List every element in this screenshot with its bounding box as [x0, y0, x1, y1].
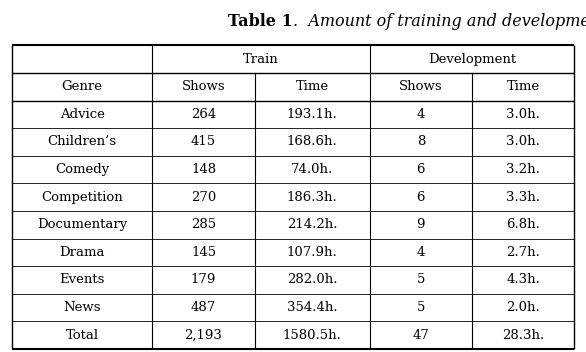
Text: Development: Development	[428, 53, 516, 65]
Text: 9: 9	[417, 218, 425, 231]
Text: Train: Train	[243, 53, 279, 65]
Text: 282.0h.: 282.0h.	[287, 274, 338, 287]
Text: 28.3h.: 28.3h.	[502, 329, 544, 341]
Text: 487: 487	[191, 301, 216, 314]
Text: Shows: Shows	[182, 80, 225, 93]
Text: Documentary: Documentary	[37, 218, 127, 231]
Text: 354.4h.: 354.4h.	[287, 301, 338, 314]
Text: 74.0h.: 74.0h.	[291, 163, 333, 176]
Text: .  Amount of training and development data.: . Amount of training and development dat…	[293, 13, 586, 30]
Text: 6: 6	[417, 191, 425, 203]
Text: Shows: Shows	[399, 80, 442, 93]
Text: 107.9h.: 107.9h.	[287, 246, 338, 259]
Text: Competition: Competition	[41, 191, 123, 203]
Text: 3.2h.: 3.2h.	[506, 163, 540, 176]
Text: 4: 4	[417, 246, 425, 259]
Text: Advice: Advice	[60, 108, 104, 121]
Text: 4: 4	[417, 108, 425, 121]
Text: 264: 264	[191, 108, 216, 121]
Text: 285: 285	[191, 218, 216, 231]
Text: 214.2h.: 214.2h.	[287, 218, 338, 231]
Text: 193.1h.: 193.1h.	[287, 108, 338, 121]
Text: 6: 6	[417, 163, 425, 176]
Text: Table 1: Table 1	[229, 13, 293, 30]
Text: 3.0h.: 3.0h.	[506, 108, 540, 121]
Text: 168.6h.: 168.6h.	[287, 136, 338, 149]
Text: Genre: Genre	[62, 80, 103, 93]
Text: 2,193: 2,193	[185, 329, 223, 341]
Text: News: News	[63, 301, 101, 314]
Text: Drama: Drama	[59, 246, 105, 259]
Text: 4.3h.: 4.3h.	[506, 274, 540, 287]
Text: 2.7h.: 2.7h.	[506, 246, 540, 259]
Text: 179: 179	[191, 274, 216, 287]
Text: Time: Time	[295, 80, 329, 93]
Text: 270: 270	[191, 191, 216, 203]
Text: 3.3h.: 3.3h.	[506, 191, 540, 203]
Text: 8: 8	[417, 136, 425, 149]
Text: Comedy: Comedy	[55, 163, 109, 176]
Text: Children’s: Children’s	[47, 136, 117, 149]
Text: 145: 145	[191, 246, 216, 259]
Text: 2.0h.: 2.0h.	[506, 301, 540, 314]
Text: 415: 415	[191, 136, 216, 149]
Text: 148: 148	[191, 163, 216, 176]
Text: 47: 47	[413, 329, 430, 341]
Text: Total: Total	[66, 329, 98, 341]
Text: 186.3h.: 186.3h.	[287, 191, 338, 203]
Text: Events: Events	[59, 274, 105, 287]
Text: 5: 5	[417, 301, 425, 314]
Text: 3.0h.: 3.0h.	[506, 136, 540, 149]
Text: 5: 5	[417, 274, 425, 287]
Text: 6.8h.: 6.8h.	[506, 218, 540, 231]
Text: 1580.5h.: 1580.5h.	[282, 329, 342, 341]
Text: Time: Time	[506, 80, 540, 93]
